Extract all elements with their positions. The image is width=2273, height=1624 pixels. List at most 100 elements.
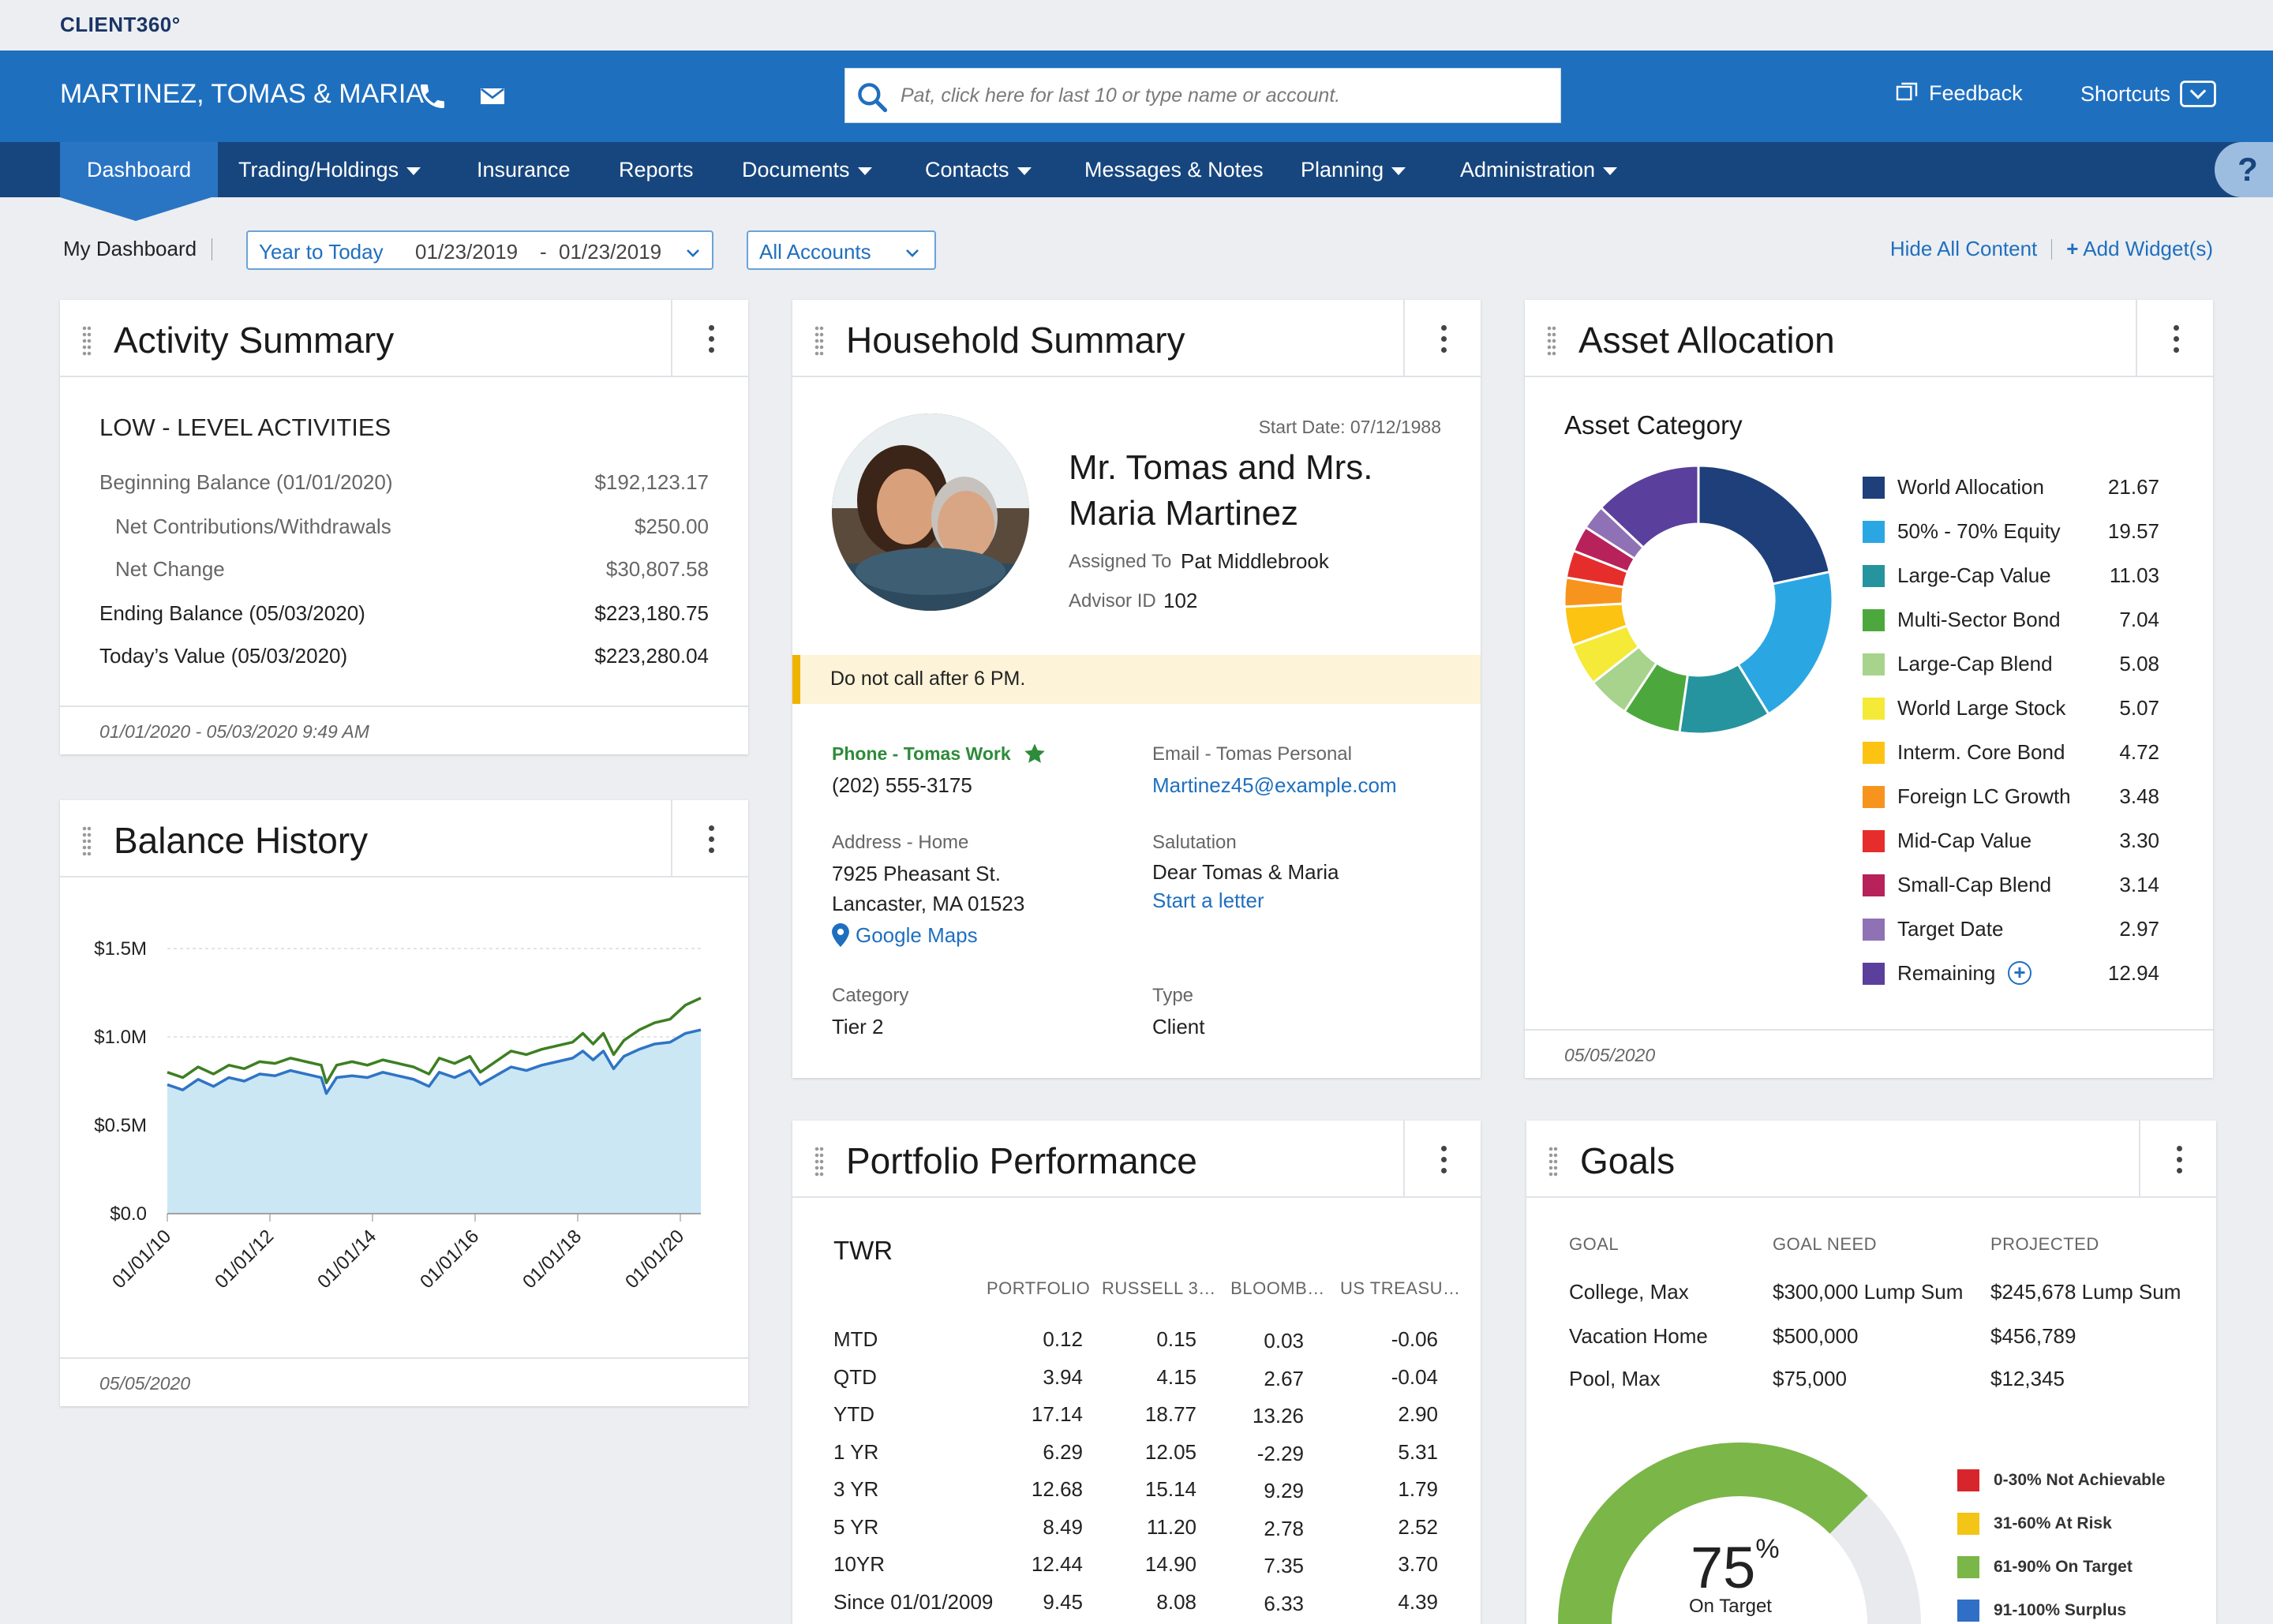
goal-name[interactable]: Vacation Home xyxy=(1569,1324,1708,1348)
hide-all-content-link[interactable]: Hide All Content xyxy=(1889,237,2038,260)
shortcuts-button[interactable]: Shortcuts xyxy=(2080,80,2216,107)
legend-item[interactable]: Remaining 12.94 + xyxy=(1863,956,2178,988)
drag-handle-icon[interactable] xyxy=(82,325,92,357)
accounts-select[interactable]: All Accounts xyxy=(747,230,936,270)
date-to: 01/23/2019 xyxy=(559,240,662,264)
legend-label: Multi-Sector Bond xyxy=(1897,608,2061,631)
drag-handle-icon[interactable] xyxy=(82,825,92,857)
caret-down-icon xyxy=(406,167,421,175)
performance-column-header[interactable]: BLOOMB… xyxy=(1230,1278,1325,1298)
email-link[interactable]: Martinez45@example.com xyxy=(1152,773,1397,797)
legend-item[interactable]: Mid-Cap Value 3.30 xyxy=(1863,824,2178,855)
widget-header: Goals xyxy=(1526,1121,2216,1198)
drag-handle-icon[interactable] xyxy=(1548,1146,1558,1177)
goals-header-need: GOAL NEED xyxy=(1773,1234,1878,1254)
help-button[interactable]: ? xyxy=(2215,142,2273,197)
household-summary-widget: Household Summary Start Date: 07/12/1988… xyxy=(792,300,1481,1078)
tab-reports-label: Reports xyxy=(619,158,694,181)
activity-row-value: $223,180.75 xyxy=(594,601,709,625)
goal-name[interactable]: College, Max xyxy=(1569,1280,1689,1304)
legend-item[interactable]: World Allocation 21.67 xyxy=(1863,470,2178,502)
address-line1: 7925 Pheasant St. xyxy=(832,862,1001,885)
tab-messages-label: Messages & Notes xyxy=(1084,158,1264,181)
performance-cell: 0.12 xyxy=(1043,1327,1083,1351)
donut-slice[interactable] xyxy=(1599,464,1700,550)
brand-bar: CLIENT360° xyxy=(0,0,2273,51)
tab-insurance[interactable]: Insurance xyxy=(477,142,571,197)
feedback-button[interactable]: Feedback xyxy=(1894,80,2023,106)
google-maps-link[interactable]: Google Maps xyxy=(856,923,978,947)
performance-row-label: YTD xyxy=(833,1402,874,1426)
add-widgets-label: Add Widget(s) xyxy=(2083,237,2213,260)
widget-menu-button[interactable] xyxy=(2136,300,2213,376)
legend-item[interactable]: Large-Cap Value 11.03 xyxy=(1863,559,2178,590)
legend-value: 19.57 xyxy=(2107,519,2159,543)
performance-row-label: Since 01/01/2009 xyxy=(833,1589,994,1614)
app-logo: CLIENT360° xyxy=(60,13,181,36)
legend-swatch xyxy=(1863,830,1885,852)
widget-menu-button[interactable] xyxy=(1403,300,1481,376)
address-label: Address - Home xyxy=(832,832,969,853)
balance-history-chart: $0.0 $0.5M $1.0M $1.5M 01/01/10 01/01/12 01/01… xyxy=(94,938,702,1293)
legend-item[interactable]: 50% - 70% Equity 19.57 xyxy=(1863,515,2178,546)
activity-row-value: $30,807.58 xyxy=(605,557,709,581)
phone-icon[interactable] xyxy=(417,80,448,112)
widget-footer: 05/05/2020 xyxy=(1525,1029,2213,1078)
email-icon[interactable] xyxy=(477,80,508,112)
donut-slice[interactable] xyxy=(1736,570,1834,716)
legend-item[interactable]: Multi-Sector Bond 7.04 xyxy=(1863,603,2178,634)
performance-column-header[interactable]: RUSSELL 3… xyxy=(1102,1278,1216,1298)
tab-documents[interactable]: Documents xyxy=(742,142,872,197)
performance-cell: 5.31 xyxy=(1398,1439,1438,1464)
category-label: Category xyxy=(832,985,909,1006)
add-widgets-link[interactable]: + Add Widget(s) xyxy=(2066,237,2213,261)
tab-dashboard[interactable]: Dashboard xyxy=(60,142,219,197)
legend-item[interactable]: Target Date 2.97 xyxy=(1863,912,2178,944)
legend-item[interactable]: Large-Cap Blend 5.08 xyxy=(1863,647,2178,679)
portfolio-performance-widget: Portfolio Performance TWR PORTFOLIO RUSSE… xyxy=(792,1121,1481,1624)
tab-administration[interactable]: Administration xyxy=(1460,142,1618,197)
drag-handle-icon[interactable] xyxy=(814,1146,824,1177)
tab-contacts[interactable]: Contacts xyxy=(925,142,1032,197)
widget-menu-button[interactable] xyxy=(2139,1121,2216,1196)
performance-cell: 0.03 xyxy=(1264,1329,1304,1353)
tab-messages-notes[interactable]: Messages & Notes xyxy=(1084,142,1264,197)
legend-item[interactable]: Interm. Core Bond 4.72 xyxy=(1863,735,2178,767)
start-letter-link[interactable]: Start a letter xyxy=(1152,889,1264,912)
performance-cell: 15.14 xyxy=(1144,1477,1196,1501)
legend-label: Small-Cap Blend xyxy=(1897,873,2052,896)
assigned-to-label: Assigned To xyxy=(1069,551,1172,572)
tab-reports[interactable]: Reports xyxy=(619,142,694,197)
goal-name[interactable]: Pool, Max xyxy=(1569,1367,1661,1390)
date-range-select[interactable]: Year to Today 01/23/2019 - 01/23/2019 xyxy=(246,230,713,270)
legend-item[interactable]: World Large Stock 5.07 xyxy=(1863,691,2178,723)
legend-item[interactable]: Small-Cap Blend 3.14 xyxy=(1863,868,2178,900)
tab-planning[interactable]: Planning xyxy=(1301,142,1406,197)
performance-column-header[interactable]: US TREASU… xyxy=(1340,1278,1461,1298)
balance-history-widget: Balance History $0.0 $0.5M $1.0M $1.5M 01/01… xyxy=(60,800,748,1406)
widget-menu-button[interactable] xyxy=(1403,1121,1481,1196)
performance-cell: 12.44 xyxy=(1031,1552,1083,1576)
phone-value[interactable]: (202) 555-3175 xyxy=(832,773,972,797)
tab-trading-holdings[interactable]: Trading/Holdings xyxy=(238,142,421,197)
legend-item[interactable]: Foreign LC Growth 3.48 xyxy=(1863,780,2178,811)
y-tick-label: $1.5M xyxy=(94,938,147,960)
drag-handle-icon[interactable] xyxy=(1547,325,1556,357)
donut-slice[interactable] xyxy=(1697,464,1832,586)
add-circle-icon[interactable]: + xyxy=(2008,961,2031,985)
performance-column-header[interactable]: PORTFOLIO xyxy=(987,1278,1091,1298)
goal-projected: $245,678 Lump Sum xyxy=(1990,1280,2181,1304)
performance-cell: 11.20 xyxy=(1146,1514,1196,1539)
performance-cell: 13.26 xyxy=(1252,1404,1304,1428)
legend-label: Foreign LC Growth xyxy=(1897,784,2071,808)
widget-menu-button[interactable] xyxy=(671,800,748,876)
search-input[interactable] xyxy=(901,69,1548,122)
performance-row-label: 5 YR xyxy=(833,1514,879,1539)
widget-menu-button[interactable] xyxy=(671,300,748,376)
legend-label: Large-Cap Blend xyxy=(1897,652,2053,675)
shortcuts-label: Shortcuts xyxy=(2080,81,2171,106)
household-name-line1: Mr. Tomas and Mrs. xyxy=(1069,448,1373,487)
activity-row-label: Net Change xyxy=(115,557,225,581)
client-search[interactable] xyxy=(844,68,1561,123)
drag-handle-icon[interactable] xyxy=(814,325,824,357)
